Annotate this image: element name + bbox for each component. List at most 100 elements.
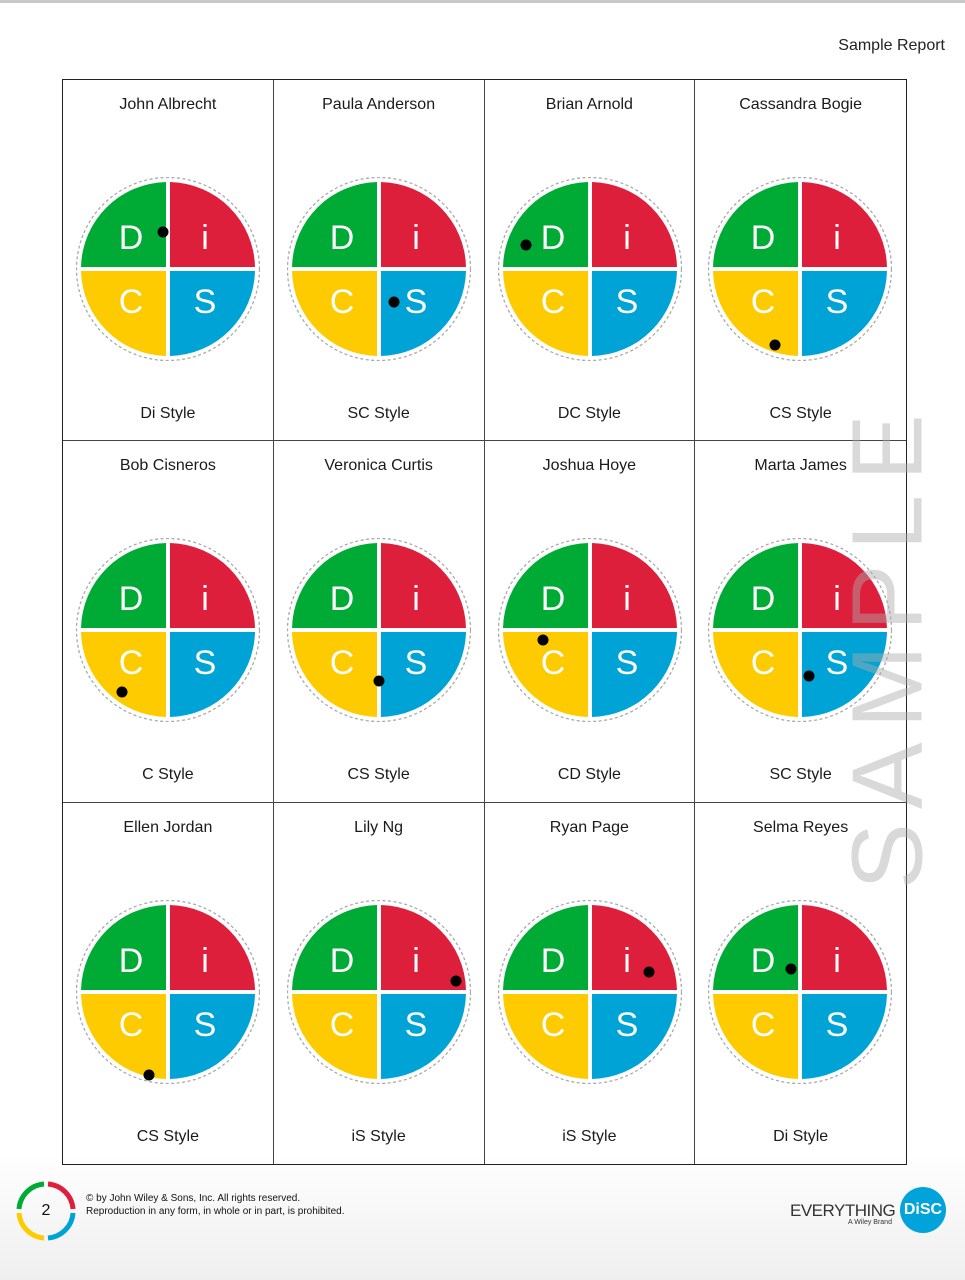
disc-style-grid: John Albrecht D i C S Di Style Paula Ande… — [62, 79, 907, 1165]
svg-text:S: S — [404, 644, 427, 682]
svg-text:D: D — [751, 580, 776, 618]
svg-text:S: S — [826, 1006, 849, 1044]
page-number: 2 — [41, 1202, 51, 1219]
disc-circle-chart: D i C S — [76, 899, 260, 1084]
person-name: John Albrecht — [119, 96, 217, 113]
everything-disc-logo: EVERYTHING A Wiley Brand DiSC — [788, 1187, 948, 1237]
svg-text:D: D — [119, 219, 144, 257]
style-dot — [388, 296, 400, 308]
style-dot — [116, 686, 128, 698]
svg-text:S: S — [615, 1006, 638, 1044]
style-dot — [157, 226, 169, 238]
person-card: Ryan Page D i C S iS Style — [485, 802, 696, 1164]
svg-text:S: S — [404, 1006, 427, 1044]
disc-circle-chart: D i C S — [497, 899, 682, 1084]
svg-text:D: D — [119, 580, 144, 618]
person-card: Joshua Hoye D i C S CD Style — [484, 441, 696, 803]
svg-text:C: C — [540, 1006, 565, 1044]
person-card: Marta James D i C S SC Style — [695, 441, 906, 803]
person-card: Lily Ng D i C S iS Style — [274, 802, 485, 1164]
svg-text:C: C — [751, 644, 776, 682]
style-dot — [520, 239, 531, 251]
svg-text:D: D — [119, 942, 144, 980]
person-name: Veronica Curtis — [324, 457, 433, 475]
disc-style-label: iS Style — [351, 1127, 406, 1145]
svg-text:D: D — [540, 580, 565, 618]
disc-style-label: Di Style — [140, 405, 196, 422]
page-badge-ring-icon — [16, 1181, 76, 1241]
person-name: Lily Ng — [354, 818, 404, 836]
svg-text:i: i — [201, 219, 209, 257]
disc-circle-chart: D i C S — [286, 538, 471, 723]
svg-text:D: D — [329, 942, 354, 980]
svg-text:i: i — [412, 219, 420, 257]
disc-circle-chart: D i C S — [76, 538, 260, 723]
disc-style-label: CD Style — [557, 766, 621, 784]
disc-circle-chart: D i C S — [497, 538, 682, 723]
person-card: Selma Reyes D i C S Di Style — [695, 803, 906, 1164]
person-name: Ryan Page — [549, 818, 629, 836]
svg-text:C: C — [329, 644, 354, 682]
svg-text:S: S — [194, 1006, 217, 1044]
disc-style-label: iS Style — [562, 1127, 617, 1145]
person-name: Bob Cisneros — [119, 457, 216, 475]
person-card: John Albrecht D i C S Di Style — [63, 80, 274, 442]
svg-text:S: S — [615, 283, 638, 321]
svg-text:i: i — [833, 942, 841, 980]
disc-circle-chart: D i C S — [708, 899, 893, 1084]
svg-text:D: D — [751, 942, 776, 980]
disc-style-label: CS Style — [769, 405, 832, 422]
svg-text:i: i — [623, 942, 631, 980]
person-name: Selma Reyes — [753, 818, 849, 836]
style-dot — [785, 963, 797, 975]
style-dot — [769, 339, 781, 351]
svg-text:D: D — [540, 219, 565, 257]
svg-text:C: C — [119, 644, 144, 682]
svg-text:i: i — [201, 580, 209, 618]
svg-text:i: i — [201, 942, 209, 980]
disc-style-label: CS Style — [136, 1127, 199, 1145]
top-rule — [0, 0, 965, 3]
svg-text:C: C — [540, 283, 565, 321]
svg-text:S: S — [826, 283, 849, 321]
brand-wordmark: EVERYTHING — [790, 1201, 896, 1220]
person-card: Paula Anderson D i C S SC Style — [273, 80, 485, 442]
svg-text:S: S — [194, 283, 217, 321]
svg-text:i: i — [833, 219, 841, 257]
disc-circle-chart: D i C S — [497, 177, 682, 361]
style-dot — [803, 670, 815, 682]
disc-circle-chart: D i C S — [708, 177, 893, 361]
svg-text:C: C — [751, 283, 776, 321]
copyright-notice: © by John Wiley & Sons, Inc. All rights … — [86, 1192, 344, 1218]
svg-text:D: D — [540, 942, 565, 980]
svg-text:D: D — [329, 580, 354, 618]
person-card: Ellen Jordan D i C S CS Style — [63, 802, 274, 1164]
person-name: Cassandra Bogie — [739, 96, 862, 113]
disc-circle-chart: D i C S — [708, 538, 893, 723]
disc-circle-chart: D i C S — [286, 899, 471, 1084]
style-dot — [450, 975, 462, 987]
style-dot — [373, 675, 385, 687]
svg-text:S: S — [404, 283, 427, 321]
person-card: Cassandra Bogie D i C S CS Style — [695, 80, 906, 442]
style-dot — [537, 634, 548, 646]
svg-text:i: i — [833, 580, 841, 618]
style-dot — [143, 1069, 155, 1081]
person-name: Joshua Hoye — [542, 457, 637, 475]
svg-text:C: C — [540, 644, 565, 682]
person-name: Ellen Jordan — [123, 818, 213, 836]
svg-text:S: S — [826, 644, 849, 682]
disc-circle-chart: D i C S — [76, 177, 260, 361]
person-card: Bob Cisneros D i C S C Style — [63, 441, 274, 803]
disc-circle-chart: D i C S — [286, 177, 471, 361]
svg-text:C: C — [119, 1006, 144, 1044]
svg-text:S: S — [194, 644, 217, 682]
disc-style-label: CS Style — [347, 766, 410, 784]
disc-style-label: C Style — [142, 766, 194, 784]
svg-text:C: C — [119, 283, 144, 321]
svg-text:i: i — [412, 942, 420, 980]
person-card: Veronica Curtis D i C S CS Style — [273, 441, 485, 803]
svg-text:i: i — [623, 219, 631, 257]
copyright-line-2: Reproduction in any form, in whole or in… — [86, 1206, 345, 1217]
svg-text:D: D — [751, 219, 776, 257]
